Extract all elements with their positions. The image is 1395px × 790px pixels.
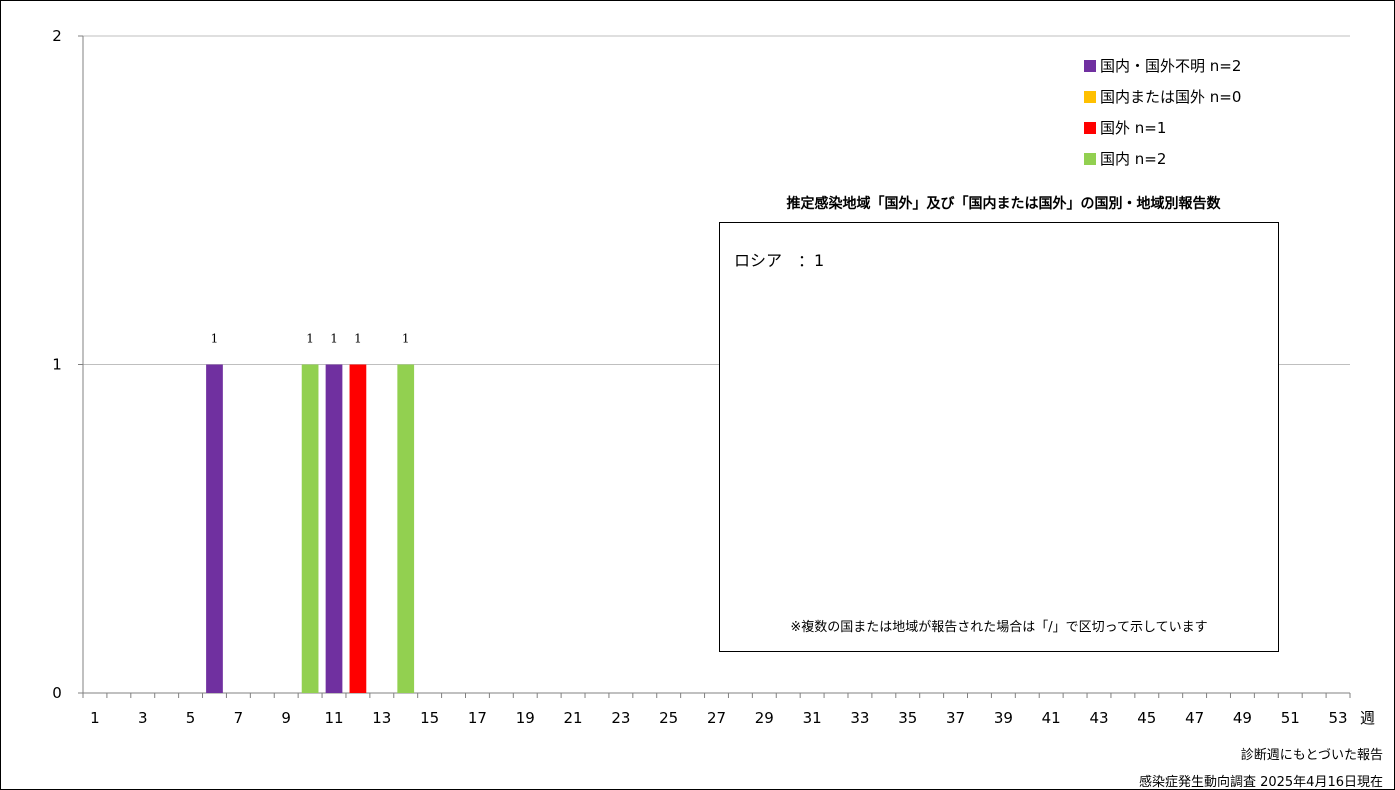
x-tick-label-39: 39 <box>994 709 1013 727</box>
legend-item-1: 国内または国外 n=0 <box>1084 81 1241 112</box>
panel-note: ※複数の国または地域が報告された場合は「/」で区切って示しています <box>790 620 1208 635</box>
x-tick-label-25: 25 <box>659 709 678 727</box>
axes <box>78 35 1351 698</box>
y-tick-label-1: 1 <box>52 356 62 374</box>
bar-week-14 <box>397 364 415 693</box>
x-tick-label-17: 17 <box>468 709 487 727</box>
legend-swatch-1 <box>1084 90 1096 103</box>
bar-week-11 <box>325 364 343 693</box>
x-tick-label-37: 37 <box>946 709 965 727</box>
y-tick-label-0: 0 <box>52 684 62 702</box>
x-tick-label-31: 31 <box>803 709 822 727</box>
y-tick-label-2: 2 <box>52 27 62 45</box>
legend-label-3: 国内 n=2 <box>1100 150 1167 168</box>
x-tick-label-49: 49 <box>1233 709 1252 727</box>
data-label-week-11: 1 <box>330 332 338 346</box>
bar-week-12 <box>349 364 367 693</box>
data-label-week-12: 1 <box>354 332 362 346</box>
x-tick-label-1: 1 <box>90 709 100 727</box>
legend-label-2: 国外 n=1 <box>1100 119 1167 137</box>
bar-week-6 <box>206 364 223 693</box>
legend-item-0: 国内・国外不明 n=2 <box>1084 50 1241 81</box>
x-tick-label-13: 13 <box>372 709 391 727</box>
legend-label-1: 国内または国外 n=0 <box>1100 88 1242 106</box>
panel-line-russia: ロシア ：1 <box>734 251 825 270</box>
legend-item-3: 国内 n=2 <box>1084 143 1241 174</box>
data-label-week-14: 1 <box>402 332 410 346</box>
x-tick-label-11: 11 <box>324 709 343 727</box>
x-tick-label-9: 9 <box>281 709 291 727</box>
x-tick-label-45: 45 <box>1137 709 1156 727</box>
x-tick-label-19: 19 <box>516 709 535 727</box>
x-tick-label-43: 43 <box>1089 709 1108 727</box>
data-label-week-10: 1 <box>306 332 314 346</box>
x-tick-label-47: 47 <box>1185 709 1204 727</box>
x-tick-label-51: 51 <box>1281 709 1300 727</box>
x-tick-label-7: 7 <box>234 709 244 727</box>
x-tick-label-15: 15 <box>420 709 439 727</box>
legend-item-2: 国外 n=1 <box>1084 112 1241 143</box>
x-tick-label-21: 21 <box>564 709 583 727</box>
legend-swatch-3 <box>1084 152 1096 165</box>
panel-title: 推定感染地域「国外」及び「国内または国外」の国別・地域別報告数 <box>786 196 1221 212</box>
x-axis-label: 週 <box>1360 709 1375 727</box>
x-tick-label-5: 5 <box>186 709 196 727</box>
x-tick-label-27: 27 <box>707 709 726 727</box>
x-tick-label-41: 41 <box>1042 709 1061 727</box>
data-label-week-6: 1 <box>211 332 219 346</box>
legend: 国内・国外不明 n=2 国内または国外 n=0 国外 n=1 国内 n=2 <box>1084 50 1241 174</box>
x-tick-label-3: 3 <box>138 709 148 727</box>
x-tick-label-53: 53 <box>1329 709 1348 727</box>
x-tick-label-29: 29 <box>755 709 774 727</box>
bars <box>206 364 415 693</box>
legend-swatch-2 <box>1084 121 1096 134</box>
x-tick-label-35: 35 <box>898 709 917 727</box>
legend-swatch-0 <box>1084 59 1096 72</box>
footer-basis: 診断週にもとづいた報告 <box>1240 748 1383 763</box>
x-tick-label-23: 23 <box>611 709 630 727</box>
x-tick-label-33: 33 <box>850 709 869 727</box>
footer-source: 感染症発生動向調査 2025年4月16日現在 <box>1138 775 1383 790</box>
bar-week-10 <box>301 364 319 693</box>
legend-label-0: 国内・国外不明 n=2 <box>1100 57 1242 75</box>
country-panel: ロシア ：1 ※複数の国または地域が報告された場合は「/」で区切って示しています <box>719 222 1279 652</box>
